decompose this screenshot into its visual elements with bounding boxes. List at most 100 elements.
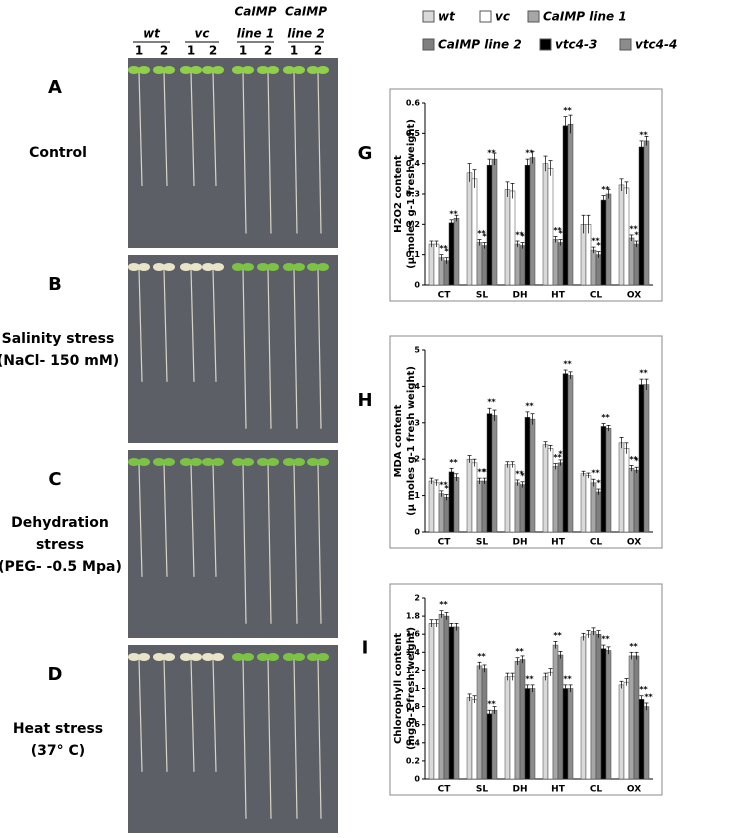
bar xyxy=(466,697,473,780)
y-tick-label: 1 xyxy=(414,684,420,693)
leaf xyxy=(257,458,269,466)
replicate-label: 2 xyxy=(209,44,217,58)
bar xyxy=(471,462,478,533)
bar xyxy=(643,706,650,780)
bar xyxy=(491,709,498,780)
significance-mark: ** xyxy=(525,149,534,158)
leaf xyxy=(232,66,244,74)
bar xyxy=(524,417,531,533)
leaf xyxy=(283,458,295,466)
bar xyxy=(605,650,612,780)
panel-label: I xyxy=(362,638,369,659)
bar xyxy=(509,464,516,533)
bar xyxy=(557,654,564,780)
leaf xyxy=(267,263,279,271)
panel-caption: Control xyxy=(29,145,87,161)
leaf xyxy=(317,458,329,466)
bar xyxy=(628,655,635,780)
significance-mark: ** xyxy=(601,635,610,644)
leaf xyxy=(202,653,214,661)
root xyxy=(190,658,195,772)
leaf xyxy=(307,653,319,661)
replicate-label: 1 xyxy=(187,44,195,58)
leaf xyxy=(128,66,140,74)
bar xyxy=(529,157,536,286)
bar xyxy=(509,190,516,286)
significance-mark: ** xyxy=(487,700,496,709)
root xyxy=(212,463,217,577)
significance-mark: ** xyxy=(553,226,562,235)
root xyxy=(138,71,143,187)
y-tick-label: 5 xyxy=(414,346,420,355)
bar xyxy=(443,497,450,533)
bar xyxy=(491,158,498,286)
leaf xyxy=(163,263,175,271)
bar xyxy=(443,260,450,286)
legend-label: vtc4-3 xyxy=(555,38,597,52)
leaf xyxy=(257,263,269,271)
significance-mark: ** xyxy=(515,469,524,478)
significance-mark: ** xyxy=(601,185,610,194)
y-tick-label: 0 xyxy=(414,775,420,784)
column-label: CaIMP xyxy=(234,5,276,19)
y-axis-label: Chlorophyll content xyxy=(393,633,404,744)
panel-caption: (37° C) xyxy=(31,743,85,759)
panel-caption: Dehydration xyxy=(11,515,109,531)
leaf xyxy=(153,458,165,466)
y-tick-label: 0 xyxy=(414,281,420,290)
root xyxy=(212,658,217,772)
leaf xyxy=(202,263,214,271)
root xyxy=(138,268,143,382)
significance-mark: ** xyxy=(477,229,486,238)
replicate-label: 2 xyxy=(314,44,322,58)
significance-mark: ** xyxy=(439,244,448,253)
bar xyxy=(628,237,635,286)
y-tick-label: 3 xyxy=(414,418,420,427)
root xyxy=(267,658,272,819)
chart-frame xyxy=(389,335,663,549)
bar xyxy=(486,164,493,286)
bar xyxy=(448,626,455,780)
bar xyxy=(509,676,516,780)
leaf xyxy=(212,66,224,74)
legend-label: CaIMP line 2 xyxy=(438,38,522,52)
leaf xyxy=(190,458,202,466)
leaf xyxy=(163,66,175,74)
leaf xyxy=(190,66,202,74)
significance-mark: ** xyxy=(553,631,562,640)
x-tick-label: HT xyxy=(551,785,566,795)
leaf xyxy=(267,458,279,466)
bar xyxy=(567,688,574,780)
significance-mark: ** xyxy=(639,130,648,139)
photo xyxy=(128,450,338,638)
bar xyxy=(623,448,630,533)
y-tick-label: 0.4 xyxy=(406,738,421,747)
root xyxy=(293,658,298,819)
x-tick-label: DH xyxy=(512,291,527,301)
leaf xyxy=(317,66,329,74)
bar xyxy=(481,668,488,780)
root xyxy=(190,71,195,187)
leaf xyxy=(242,66,254,74)
y-tick-label: 2 xyxy=(414,594,420,603)
leaf xyxy=(283,653,295,661)
leaf xyxy=(293,66,305,74)
bar xyxy=(557,462,564,533)
bar xyxy=(438,493,445,533)
significance-mark: ** xyxy=(487,149,496,158)
significance-mark: ** xyxy=(439,480,448,489)
root xyxy=(138,658,143,772)
bar xyxy=(504,676,511,780)
root xyxy=(242,463,247,624)
bar xyxy=(567,123,574,286)
bar xyxy=(585,633,592,780)
bar xyxy=(466,172,473,286)
significance-mark: ** xyxy=(639,685,648,694)
panel-label: B xyxy=(48,274,62,295)
significance-mark: ** xyxy=(591,469,600,478)
leaf xyxy=(138,458,150,466)
photo xyxy=(128,58,338,248)
bar xyxy=(504,464,511,533)
root xyxy=(163,463,168,577)
